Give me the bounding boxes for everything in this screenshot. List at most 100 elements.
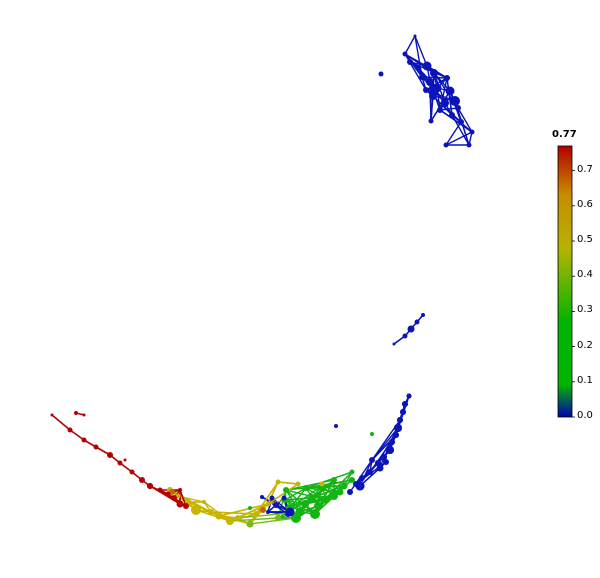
colorbar-tick-label: 0.5 [577,234,593,246]
graph-edge [404,35,416,55]
graph-node [349,469,355,475]
graph-node [429,92,437,100]
graph-node [419,74,425,80]
colorbar-max-label: 0.77 [552,129,577,140]
graph-edge [421,76,448,79]
graph-node [378,71,384,77]
graph-node [407,59,413,65]
graph-node [107,452,113,458]
graph-node [319,481,325,487]
graph-node [445,86,455,96]
colorbar-ticks [572,170,575,418]
graph-node [275,479,281,485]
graph-node [369,457,375,463]
graph-node [183,503,189,509]
graph-edge [445,121,462,146]
graph-node [375,460,381,466]
graph-node [449,112,455,118]
graph-edge [439,109,473,133]
graph-edge [445,131,473,146]
graph-edge [414,35,423,78]
graph-node [402,401,408,407]
graph-node [330,492,338,500]
graph-node [349,477,355,483]
graph-node [432,83,442,93]
graph-node [248,506,252,510]
graph-node [381,454,387,460]
graph-node [117,460,123,466]
graph-node [310,509,320,519]
graph-node [383,459,389,465]
graph-node [273,502,279,508]
graph-edge [285,489,316,515]
graph-node [441,99,449,107]
graph-node [469,129,475,135]
graph-node [314,502,322,510]
graph-node [359,475,365,481]
graph-node [260,507,266,513]
graph-node [269,495,275,501]
graph-node [347,489,353,495]
graph-node [402,51,408,57]
graph-edge [285,489,327,501]
graph-edge [51,414,71,431]
colorbar-tick-label: 0.7 [577,163,593,175]
graph-node [414,319,420,325]
graph-nodes [50,34,475,528]
graph-node [400,409,406,415]
graph-node [50,413,54,417]
graph-edge [429,81,432,122]
graph-node [426,78,434,86]
colorbar-tick-label: 0.4 [577,269,593,281]
graph-node [458,119,464,125]
graph-node [301,500,309,508]
graph-node [322,496,330,504]
graph-node [331,477,337,483]
graph-edge [305,487,327,501]
graph-node [422,61,432,71]
graph-node [455,105,461,111]
graph-edge [414,35,428,67]
graph-node [392,342,396,346]
graph-node [265,501,271,507]
graph-node [260,495,264,499]
graph-node [281,495,287,501]
graph-node [443,142,449,148]
graph-node [370,432,374,436]
graph-node [430,69,438,77]
graph-node [466,142,472,148]
graph-node [393,432,399,438]
graph-node [67,427,73,433]
graph-node [266,510,270,514]
graph-node [291,513,301,523]
graph-node [336,488,344,496]
graph-edge [289,487,307,509]
graph-node [93,444,99,450]
graph-node [81,437,87,443]
graph-node [402,333,408,339]
graph-edges [51,35,473,525]
graph-edge [267,481,279,505]
graph-node [450,96,460,106]
graph-node [407,325,415,333]
colorbar-tick-label: 0.0 [577,410,593,421]
graph-edge [284,499,316,515]
graph-edge [284,487,307,501]
graph-edge [277,481,299,485]
graph-node [202,500,206,504]
graph-node [386,446,394,454]
graph-node [123,458,127,462]
graph-node [421,313,425,317]
graph-node [208,509,214,515]
graph-node [129,469,135,475]
graph-node [191,505,201,515]
graph-node [295,481,301,487]
graph-node [334,424,338,428]
graph-node [389,439,395,445]
graph-edge [195,509,231,522]
graph-node [82,413,86,417]
graph-node [165,491,171,497]
graph-node [285,511,291,517]
graph-node [376,464,384,472]
